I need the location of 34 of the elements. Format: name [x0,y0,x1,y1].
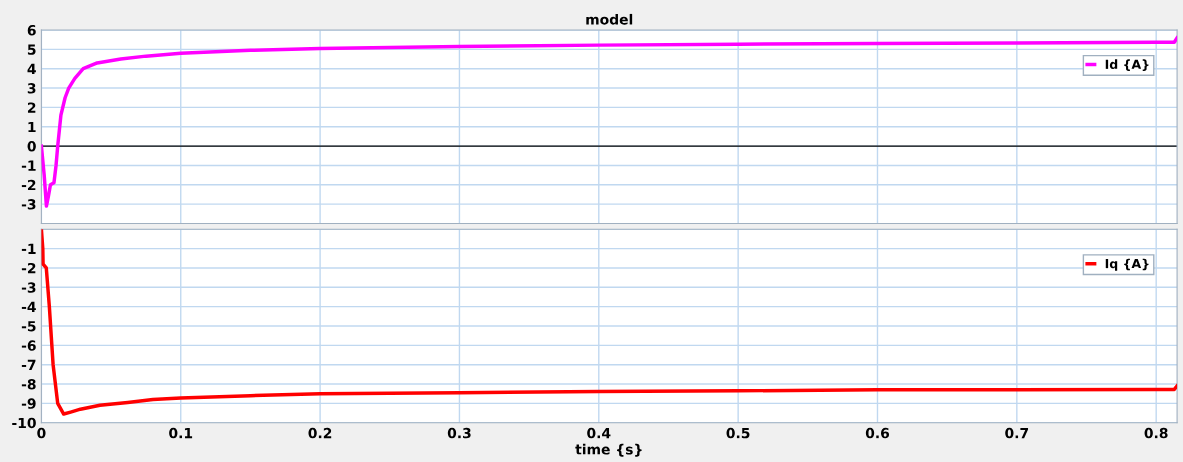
y-tick-label: -10 [12,417,36,429]
y-tick-label: 6 [27,25,36,36]
y-tick-label: 3 [27,83,36,94]
y-tick-label: -3 [21,282,36,293]
y-tick-label: 4 [27,63,36,74]
y-tick-label: -2 [21,179,36,191]
x-tick-label: 0.3 [447,427,471,439]
x-tick-label: 0.1 [169,427,193,439]
chart-title: model [586,13,633,25]
y-tick-label: 5 [27,44,36,55]
y-tick-label: -8 [21,379,36,390]
y-tick-label: 1 [28,121,36,133]
legend-label: Id {A} [1105,59,1149,71]
x-tick-label: 0.6 [865,427,890,439]
y-tick-label: -5 [21,321,36,332]
y-tick-label: -9 [21,398,36,409]
x-tick-label: 0.8 [1144,427,1168,439]
line-series [41,36,1178,208]
y-tick-label: -1 [21,160,36,171]
x-tick-label: 0.5 [726,427,750,439]
x-tick-label: 0 [37,427,46,439]
y-tick-label: -6 [21,340,36,351]
y-tick-label: 2 [27,102,36,113]
x-tick-label: 0.4 [587,427,611,439]
y-tick-label: -3 [21,199,36,210]
y-tick-label: -1 [21,243,36,254]
x-tick-label: 0.2 [308,427,332,439]
x-axis-title: time {s} [575,443,642,457]
y-tick-label: -7 [21,359,36,370]
y-tick-label: -2 [21,262,36,274]
x-tick-label: 0.7 [1005,427,1029,439]
y-tick-label: -4 [21,301,36,312]
y-tick-label: 0 [27,141,36,152]
legend-label: Iq {A} [1105,258,1149,271]
